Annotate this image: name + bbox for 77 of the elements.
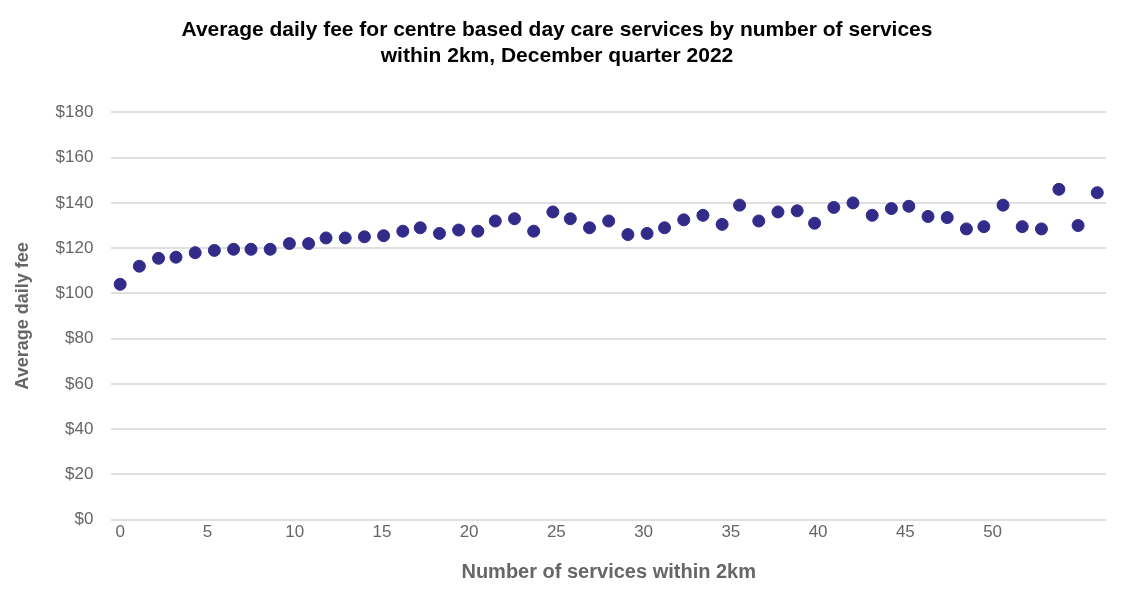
y-tick-label: $20 xyxy=(65,464,94,484)
point xyxy=(488,214,502,228)
point xyxy=(658,221,672,235)
point xyxy=(452,223,466,237)
point xyxy=(244,242,258,256)
point xyxy=(152,251,166,265)
point xyxy=(563,212,577,226)
point xyxy=(188,246,202,260)
point xyxy=(282,237,296,251)
y-tick-label: $120 xyxy=(55,237,94,257)
point xyxy=(263,242,277,256)
point xyxy=(621,228,635,242)
x-tick-label: 40 xyxy=(808,522,828,542)
point xyxy=(319,231,333,245)
point xyxy=(733,198,747,212)
point xyxy=(1015,220,1029,234)
point xyxy=(207,243,221,257)
y-tick-label: $160 xyxy=(55,147,94,167)
x-tick-label: 50 xyxy=(983,522,1003,542)
point xyxy=(507,212,521,226)
y-tick-label: $140 xyxy=(55,192,94,212)
point xyxy=(640,226,654,240)
point xyxy=(752,214,766,228)
y-axis-title: Average daily fee xyxy=(11,242,32,390)
point xyxy=(302,237,316,251)
point xyxy=(602,214,616,228)
point xyxy=(471,224,485,238)
point xyxy=(715,217,729,231)
point xyxy=(884,202,898,216)
point xyxy=(546,205,560,219)
y-tick-label: $60 xyxy=(65,373,94,393)
x-tick-label: 30 xyxy=(634,522,654,542)
point xyxy=(808,216,822,230)
point xyxy=(677,213,691,227)
y-tick-label: $180 xyxy=(55,102,94,122)
point xyxy=(827,200,841,214)
y-tick-label: $0 xyxy=(74,509,94,529)
y-tick-label: $100 xyxy=(55,283,94,303)
x-tick-label: 0 xyxy=(115,522,125,542)
point xyxy=(227,242,241,256)
x-axis-title: Number of services within 2km xyxy=(461,559,756,582)
point xyxy=(1034,222,1048,236)
y-tick-label: $80 xyxy=(65,328,94,348)
chart-title: Average daily fee for centre based day care services by number of services within 2km, December quarter 2022 xyxy=(181,17,933,66)
point xyxy=(771,205,785,219)
point xyxy=(338,231,352,245)
y-tick-label: $40 xyxy=(65,418,94,438)
point xyxy=(527,224,541,238)
x-tick-label: 25 xyxy=(546,522,566,542)
point xyxy=(996,198,1010,212)
point xyxy=(902,199,916,213)
point xyxy=(959,222,973,236)
x-tick-label: 10 xyxy=(285,522,305,542)
point xyxy=(940,211,954,225)
point xyxy=(1052,182,1066,196)
point xyxy=(413,221,427,235)
point xyxy=(396,224,410,238)
point xyxy=(1071,219,1085,233)
point xyxy=(846,196,860,210)
point xyxy=(432,226,446,240)
point xyxy=(696,208,710,222)
x-tick-label: 15 xyxy=(372,522,392,542)
x-tick-label: 45 xyxy=(895,522,915,542)
point xyxy=(790,204,804,218)
point xyxy=(113,277,127,291)
point xyxy=(357,230,371,244)
point xyxy=(977,220,991,234)
point xyxy=(1090,186,1104,200)
x-tick-label: 20 xyxy=(459,522,479,542)
point xyxy=(169,250,183,264)
point xyxy=(132,259,146,273)
point xyxy=(377,229,391,243)
point xyxy=(583,221,597,235)
x-tick-label: 5 xyxy=(202,522,213,542)
point xyxy=(921,209,935,223)
point xyxy=(865,208,879,222)
x-tick-label: 35 xyxy=(721,522,741,542)
